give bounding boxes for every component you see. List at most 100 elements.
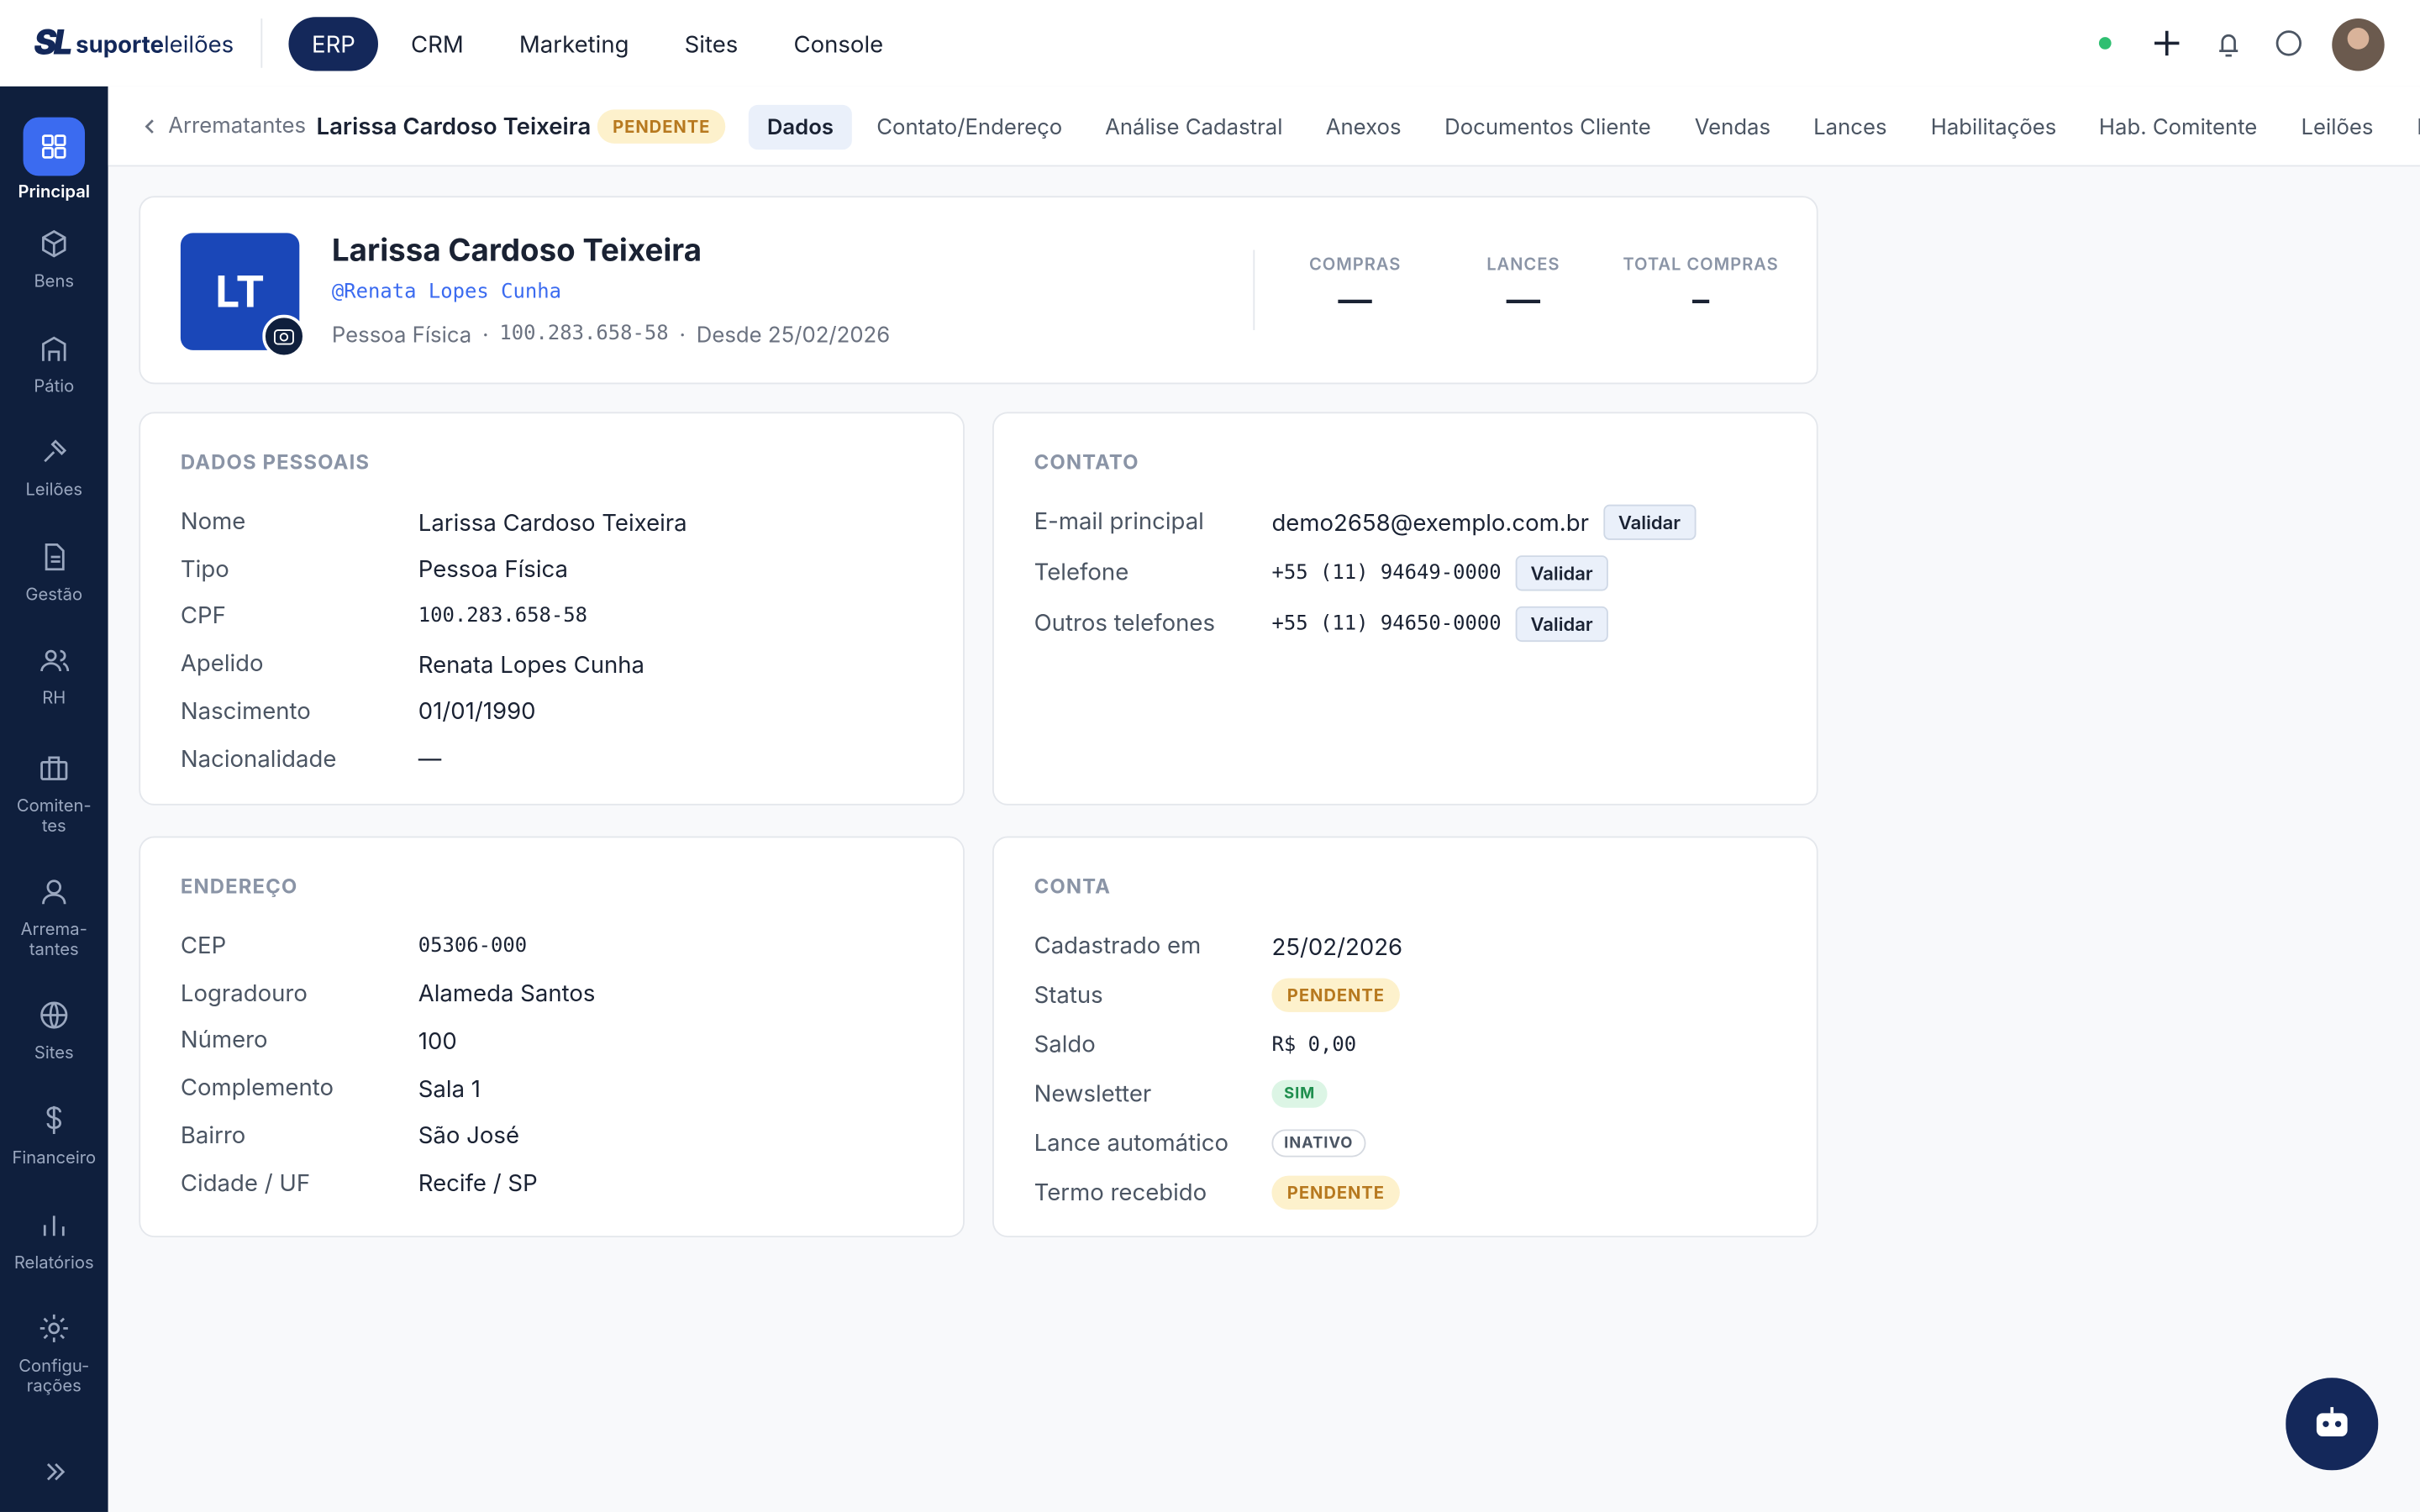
add-button[interactable] <box>2154 30 2180 56</box>
tab[interactable]: Habilitações <box>1930 113 2057 141</box>
sidebar-item[interactable]: Configu- rações <box>0 1313 108 1396</box>
sidebar-item[interactable]: Financeiro <box>0 1105 108 1168</box>
separator: · <box>679 322 686 349</box>
top-nav-item[interactable]: Marketing <box>518 29 629 59</box>
stat-label: LANCES <box>1486 253 1560 275</box>
field-value: R$ 0,00 <box>1271 1032 1357 1057</box>
field-value-row: demo2658@exemplo.com.br Validar <box>1271 503 1697 539</box>
profile-meta-item: Desde 25/02/2026 <box>696 322 891 349</box>
field-label: Newsletter <box>1034 1078 1152 1108</box>
sidebar-icon <box>0 228 108 271</box>
sidebar: Principal Bens Pátio Leilões Gestão RH Comiten… <box>0 86 108 1512</box>
top-nav-item[interactable]: Sites <box>684 29 739 59</box>
field-value-row: 05306-000 <box>418 931 527 962</box>
field-label: Telefone <box>1034 557 1129 586</box>
section-card: ENDEREÇO CEP 05306-000 Logradouro Alameda Sa… <box>139 836 965 1238</box>
help[interactable] <box>2275 30 2302 56</box>
photo-button[interactable] <box>262 314 306 359</box>
tab[interactable]: Dados <box>748 104 853 150</box>
logo[interactable]: SL suporteleilões <box>34 24 234 64</box>
field-value: Larissa Cardoso Teixeira <box>418 507 687 537</box>
field-value-row: 100.283.658-58 <box>418 601 587 632</box>
sidebar-item[interactable]: RH <box>0 645 108 708</box>
breadcrumb-current: Larissa Cardoso Teixeira <box>316 111 592 141</box>
sidebar-icon <box>0 1105 108 1147</box>
field-value-row: Sala 1 <box>418 1073 481 1104</box>
stat-value: – <box>1691 281 1710 322</box>
section-card: CONTATO E-mail principal demo2658@exemplo.… <box>992 412 1818 806</box>
collapse[interactable] <box>43 1460 67 1484</box>
sidebar-label: Leilões <box>25 478 83 501</box>
field-label: Saldo <box>1034 1029 1096 1058</box>
top-nav-item[interactable]: CRM <box>411 29 464 59</box>
sidebar-icon <box>0 876 108 919</box>
field-value-row: 25/02/2026 <box>1271 931 1402 962</box>
sidebar-icon <box>0 437 108 480</box>
subheader: Arrematantes Larissa Cardoso Teixeira PE… <box>108 86 2420 167</box>
field-label: CPF <box>180 601 226 631</box>
field-label: Cidade / UF <box>180 1167 311 1197</box>
field-value-row: R$ 0,00 <box>1271 1029 1356 1060</box>
tab[interactable]: Financeiro <box>2398 105 2420 150</box>
field-value-row: +55 (11) 94650-0000 Validar <box>1271 605 1609 642</box>
logo-name: suporte <box>76 28 165 58</box>
sidebar-item[interactable]: Comiten- tes <box>0 753 108 836</box>
sidebar-item[interactable]: Pátio <box>0 333 108 396</box>
field-label: E-mail principal <box>1034 506 1204 536</box>
breadcrumb-parent[interactable]: Arrematantes <box>168 113 307 139</box>
stat-label: TOTAL COMPRAS <box>1623 253 1779 275</box>
field-value: 100 <box>418 1026 457 1056</box>
field-value-row: Pessoa Física <box>418 554 568 585</box>
tab[interactable]: Leilões <box>2301 113 2374 141</box>
sidebar-icon <box>0 753 108 795</box>
sidebar-item[interactable]: Bens <box>0 228 108 291</box>
tab[interactable]: Contato/Endereço <box>876 113 1063 141</box>
sidebar-item[interactable]: Gestão <box>0 542 108 605</box>
tab[interactable]: Hab. Comitente <box>2098 113 2258 141</box>
sidebar-item[interactable]: Relatórios <box>0 1210 108 1273</box>
stat: TOTAL COMPRAS – <box>1592 253 1808 321</box>
field-value: demo2658@exemplo.com.br <box>1271 507 1589 537</box>
tab[interactable]: Análise Cadastral <box>1105 113 1283 141</box>
sidebar-icon <box>0 542 108 585</box>
sidebar-item[interactable]: Sites <box>0 1000 108 1063</box>
tab[interactable]: Documentos Cliente <box>1444 113 1651 141</box>
field-label: Complemento <box>180 1072 334 1102</box>
validate-button[interactable]: Validar <box>1515 554 1609 591</box>
sidebar-label: Principal <box>18 180 91 202</box>
section-title: CONTA <box>1034 874 1112 900</box>
back[interactable] <box>142 118 157 136</box>
section-card: DADOS PESSOAIS Nome Larissa Cardoso Teixei… <box>139 412 965 806</box>
profile-meta-item: Pessoa Física <box>331 322 472 349</box>
sidebar-icon <box>0 1000 108 1042</box>
divider <box>260 18 263 68</box>
sidebar-label: Sites <box>34 1041 74 1063</box>
field-value: +55 (11) 94650-0000 <box>1271 612 1502 635</box>
top-nav-item[interactable]: ERP <box>288 17 379 71</box>
sidebar-label: Relatórios <box>13 1251 94 1273</box>
tab[interactable]: Vendas <box>1694 113 1771 141</box>
field-value-row: PENDENTE <box>1271 1175 1401 1210</box>
assistant-button[interactable] <box>2286 1378 2379 1471</box>
field-value: Sala 1 <box>418 1073 481 1103</box>
tab[interactable]: Lances <box>1813 113 1887 141</box>
top-actions <box>2098 18 2385 71</box>
top-nav-item[interactable]: Console <box>793 29 884 59</box>
notifications[interactable] <box>2219 34 2238 57</box>
field-value-row: PENDENTE <box>1271 978 1401 1012</box>
sidebar-item[interactable]: Leilões <box>0 437 108 500</box>
sidebar-label: Pátio <box>34 375 75 397</box>
field-label: Nome <box>180 506 246 536</box>
sidebar-item[interactable]: Arrema- tantes <box>0 876 108 959</box>
field-value-row: São José <box>418 1120 519 1151</box>
section-title: ENDEREÇO <box>180 874 298 900</box>
tab[interactable]: Anexos <box>1325 113 1402 141</box>
field-value-row: Recife / SP <box>418 1167 538 1198</box>
validate-button[interactable]: Validar <box>1515 605 1609 642</box>
validate-button[interactable]: Validar <box>1602 503 1697 539</box>
field-value-row: +55 (11) 94649-0000 Validar <box>1271 554 1609 591</box>
profile-card: LT Larissa Cardoso Teixeira @Renata Lope… <box>139 196 1818 385</box>
sidebar-item[interactable]: Principal <box>0 117 108 202</box>
field-value: 100.283.658-58 <box>418 604 588 628</box>
